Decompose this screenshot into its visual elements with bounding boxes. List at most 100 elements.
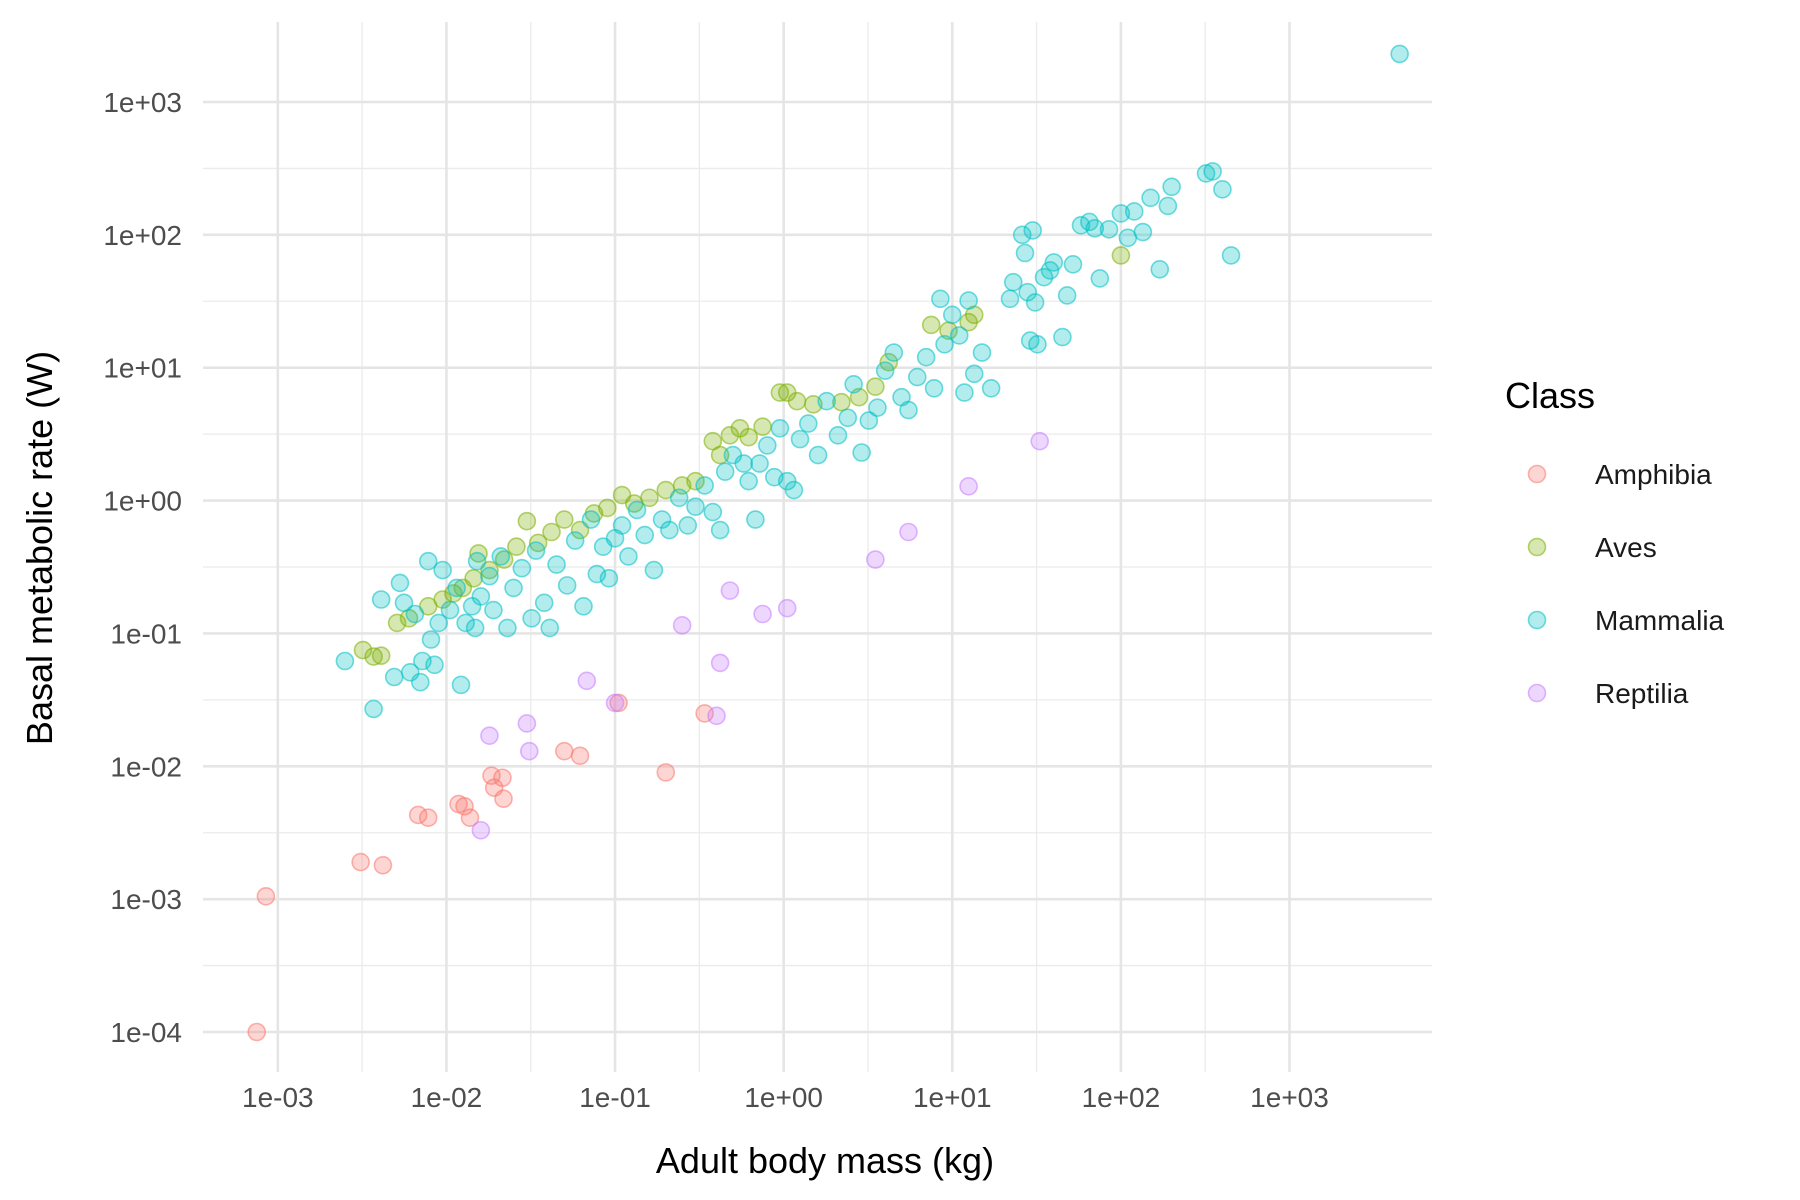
data-point-mammalia	[335, 651, 355, 671]
data-point-reptilia	[866, 550, 885, 569]
x-tick-label: 1e+03	[1250, 1082, 1329, 1113]
data-point-mammalia	[451, 675, 471, 695]
data-point-aves	[770, 383, 790, 402]
data-point-mammalia	[770, 418, 790, 438]
data-point-mammalia	[1053, 327, 1072, 347]
data-point-mammalia	[504, 578, 523, 598]
x-tick-label: 1e+02	[1082, 1082, 1161, 1113]
data-point-mammalia	[1162, 177, 1181, 197]
data-point-reptilia	[753, 604, 772, 624]
data-point-aves	[710, 445, 730, 465]
data-point-aves	[507, 537, 526, 556]
data-point-aves	[433, 590, 452, 609]
data-point-mammalia	[1000, 289, 1020, 309]
data-point-mammalia	[644, 560, 664, 580]
data-point-amphibia	[418, 808, 438, 828]
data-point-mammalia	[942, 305, 962, 325]
data-point-mammalia	[557, 576, 577, 595]
data-point-mammalia	[1158, 196, 1178, 216]
data-point-mammalia	[1063, 255, 1083, 274]
data-point-mammalia	[710, 520, 730, 540]
x-axis-tick-labels: 1e-03 1e-02 1e-01 1e+00 1e+01 1e+02 1e+03	[242, 1082, 1329, 1113]
y-tick-label: 1e-04	[110, 1017, 182, 1048]
data-point-mammalia	[384, 667, 404, 687]
data-point-mammalia	[421, 630, 441, 649]
data-point-aves	[464, 568, 483, 588]
y-tick-label: 1e-03	[110, 884, 182, 915]
data-point-mammalia	[686, 497, 705, 516]
data-point-amphibia	[460, 808, 480, 828]
data-point-mammalia	[467, 551, 487, 571]
data-point-mammalia	[390, 573, 410, 593]
data-point-aves	[720, 425, 740, 445]
data-point-aves	[832, 392, 851, 412]
data-point-reptilia	[480, 726, 499, 745]
y-tick-label: 1e+02	[103, 220, 182, 251]
data-point-aves	[866, 377, 885, 396]
data-point-mammalia	[972, 343, 992, 362]
data-point-mammalia	[447, 578, 466, 598]
data-point-aves	[598, 498, 617, 518]
data-point-mammalia	[471, 587, 491, 606]
data-point-mammalia	[440, 600, 460, 620]
data-point-mammalia	[411, 672, 430, 692]
data-point-mammalia	[522, 608, 541, 628]
data-point-reptilia	[605, 693, 625, 713]
data-point-mammalia	[981, 378, 1001, 398]
data-point-mammalia	[739, 471, 758, 491]
data-point-aves	[387, 613, 407, 633]
major-gridlines	[203, 22, 1432, 1072]
data-point-mammalia	[599, 568, 619, 588]
data-point-aves	[480, 560, 499, 580]
data-point-mammalia	[1221, 246, 1241, 265]
data-point-mammalia	[371, 590, 391, 609]
data-point-mammalia	[574, 597, 593, 616]
data-point-amphibia	[494, 789, 513, 809]
data-point-mammalia	[1028, 335, 1047, 354]
data-point-mammalia	[884, 343, 904, 362]
data-point-mammalia	[790, 429, 810, 449]
data-point-mammalia	[619, 547, 638, 566]
data-point-mammalia	[480, 566, 499, 586]
data-point-mammalia	[964, 364, 984, 384]
data-point-mammalia	[899, 400, 918, 420]
data-point-mammalia	[512, 558, 532, 578]
data-point-mammalia	[394, 593, 414, 613]
data-point-amphibia	[351, 852, 370, 872]
data-point-reptilia	[471, 820, 491, 840]
data-point-mammalia	[852, 443, 871, 462]
data-point-mammalia	[425, 655, 444, 675]
data-point-mammalia	[678, 516, 698, 535]
data-point-mammalia	[1213, 180, 1232, 199]
data-point-aves	[364, 647, 383, 666]
data-point-mammalia	[418, 551, 438, 571]
data-point-mammalia	[924, 378, 944, 398]
data-point-mammalia	[1012, 225, 1032, 245]
data-point-mammalia	[433, 560, 452, 580]
legend-label-aves: Aves	[1595, 532, 1657, 563]
data-point-amphibia	[256, 887, 276, 906]
data-point-reptilia	[707, 706, 726, 726]
data-point-aves	[787, 391, 807, 411]
data-point-reptilia	[959, 477, 978, 496]
data-point-amphibia	[554, 741, 574, 761]
data-point-amphibia	[493, 768, 512, 788]
data-point-mammalia	[547, 555, 566, 574]
data-point-reptilia	[672, 616, 692, 635]
data-point-mammalia	[484, 600, 503, 620]
data-point-aves	[753, 417, 772, 436]
data-point-mammalia	[652, 510, 672, 529]
data-point-mammalia	[534, 593, 554, 613]
data-point-mammalia	[935, 335, 954, 354]
data-point-mammalia	[746, 510, 765, 529]
data-point-mammalia	[828, 425, 848, 445]
data-point-mammalia	[838, 408, 858, 428]
data-point-aves	[739, 427, 758, 447]
data-point-mammalia	[817, 391, 837, 411]
data-point-mammalia	[635, 525, 655, 545]
data-point-mammalia	[405, 604, 425, 624]
data-point-mammalia	[1390, 44, 1409, 64]
y-axis-title: Basal metabolic rate (W)	[19, 351, 60, 745]
legend-label-mammalia: Mammalia	[1595, 605, 1725, 636]
